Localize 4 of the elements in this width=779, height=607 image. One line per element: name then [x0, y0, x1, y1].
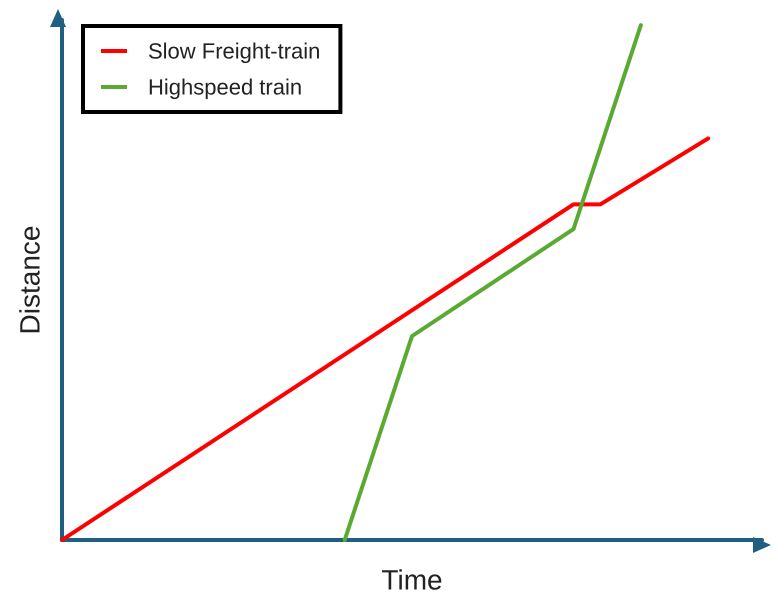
legend-label: Slow Freight-train [148, 38, 320, 64]
x-axis-title: Time [381, 564, 443, 596]
y-axis-title: Distance [14, 226, 46, 334]
legend-label: Highspeed train [148, 74, 302, 100]
